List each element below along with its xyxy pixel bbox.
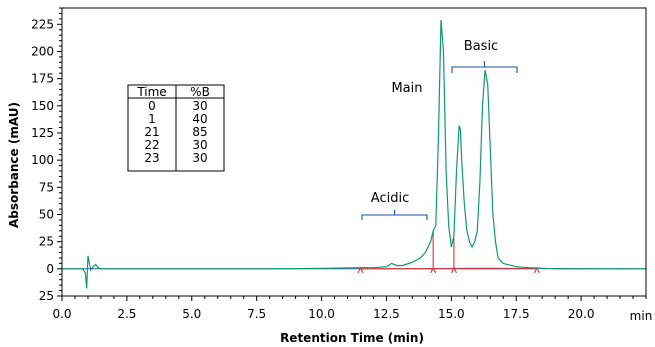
annotation-acidic: Acidic xyxy=(371,191,409,206)
table-cell-percent-b: 30 xyxy=(192,138,207,152)
annotation-basic: Basic xyxy=(464,39,498,54)
table-cell-percent-b: 30 xyxy=(192,99,207,113)
annotation-main: Main xyxy=(391,81,422,96)
plot-area xyxy=(62,19,647,289)
y-tick-label: 125 xyxy=(31,126,54,140)
y-tick-label: 50 xyxy=(39,207,54,221)
x-tick-label: 7.5 xyxy=(247,307,266,321)
table-cell-percent-b: 30 xyxy=(192,151,207,165)
gradient-table: Time %B 0 30 1 40 21 85 22 30 23 30 xyxy=(127,84,225,172)
y-tick-label: 75 xyxy=(39,180,54,194)
basic-bracket xyxy=(451,61,518,73)
peak-annotations: Acidic Main Basic xyxy=(361,39,518,220)
x-tick-label: 17.5 xyxy=(503,307,530,321)
y-tick-label: 25 xyxy=(39,235,54,249)
x-axis-unit-label: min xyxy=(630,309,653,323)
x-tick-label: 12.5 xyxy=(373,307,400,321)
x-axis-title: Retention Time (min) xyxy=(280,331,424,345)
integration-marker xyxy=(450,266,457,274)
table-cell-time: 21 xyxy=(144,125,159,139)
y-axis-ticks: 25 0 25 50 75 100 125 150 175 200 225 xyxy=(31,7,62,303)
y-axis-title: Absorbance (mAU) xyxy=(7,102,21,228)
table-cell-time: 1 xyxy=(148,112,156,126)
integration-marker xyxy=(430,266,437,274)
table-cell-percent-b: 40 xyxy=(192,112,207,126)
y-tick-label: 150 xyxy=(31,99,54,113)
x-tick-label: 2.5 xyxy=(117,307,136,321)
x-axis-ticks: 0.0 2.5 5.0 7.5 10.0 12.5 15.0 17.5 20.0 xyxy=(52,296,647,321)
y-tick-label: 0 xyxy=(46,262,54,276)
y-tick-label: 200 xyxy=(31,44,54,58)
x-tick-label: 15.0 xyxy=(438,307,465,321)
y-tick-label: 100 xyxy=(31,153,54,167)
x-tick-label: 0.0 xyxy=(52,307,71,321)
table-header-percent-b: %B xyxy=(190,85,210,99)
y-tick-label: 225 xyxy=(31,17,54,31)
y-tick-label: 25 xyxy=(39,289,54,303)
table-header-time: Time xyxy=(136,85,166,99)
table-cell-percent-b: 85 xyxy=(192,125,207,139)
table-cell-time: 22 xyxy=(144,138,159,152)
chromatogram-trace xyxy=(62,19,646,289)
x-tick-label: 5.0 xyxy=(182,307,201,321)
x-tick-label: 20.0 xyxy=(568,307,595,321)
acidic-bracket xyxy=(361,210,428,220)
x-tick-label: 10.0 xyxy=(308,307,335,321)
y-tick-label: 175 xyxy=(31,72,54,86)
table-cell-time: 23 xyxy=(144,151,159,165)
table-cell-time: 0 xyxy=(148,99,156,113)
